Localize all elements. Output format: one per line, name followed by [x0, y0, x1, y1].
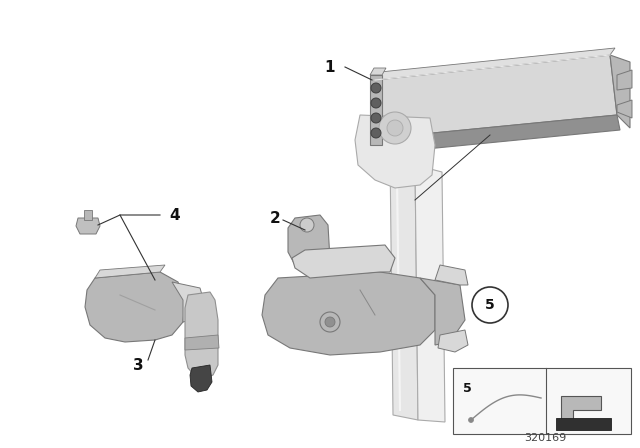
Polygon shape	[438, 330, 468, 352]
Polygon shape	[185, 335, 219, 350]
Polygon shape	[375, 48, 615, 80]
Polygon shape	[390, 155, 418, 420]
Polygon shape	[420, 278, 465, 345]
Polygon shape	[262, 272, 435, 355]
Text: 5: 5	[485, 298, 495, 312]
Polygon shape	[292, 245, 395, 278]
Circle shape	[468, 418, 474, 422]
Polygon shape	[617, 70, 632, 90]
Polygon shape	[76, 218, 100, 234]
Polygon shape	[617, 100, 632, 118]
Text: 2: 2	[269, 211, 280, 225]
Polygon shape	[355, 115, 435, 188]
Polygon shape	[610, 55, 630, 128]
Bar	[453, 368, 631, 434]
Text: 3: 3	[132, 358, 143, 372]
Polygon shape	[382, 115, 620, 153]
Polygon shape	[288, 215, 330, 272]
Polygon shape	[95, 265, 165, 278]
Polygon shape	[370, 75, 382, 145]
Text: 320169: 320169	[524, 433, 566, 443]
Circle shape	[371, 128, 381, 138]
Text: 4: 4	[170, 207, 180, 223]
Circle shape	[300, 218, 314, 232]
Circle shape	[371, 98, 381, 108]
Polygon shape	[561, 396, 600, 424]
Polygon shape	[415, 165, 445, 422]
Circle shape	[379, 112, 411, 144]
Polygon shape	[85, 272, 185, 342]
Polygon shape	[172, 282, 205, 322]
Circle shape	[371, 83, 381, 93]
Polygon shape	[375, 55, 617, 138]
Circle shape	[320, 312, 340, 332]
Text: 5: 5	[463, 382, 472, 395]
Polygon shape	[556, 418, 611, 430]
Circle shape	[325, 317, 335, 327]
Circle shape	[387, 120, 403, 136]
Polygon shape	[190, 365, 212, 392]
Polygon shape	[84, 210, 92, 220]
Polygon shape	[370, 68, 386, 75]
Circle shape	[371, 113, 381, 123]
Text: 1: 1	[324, 60, 335, 74]
Polygon shape	[185, 292, 218, 378]
Polygon shape	[435, 265, 468, 285]
